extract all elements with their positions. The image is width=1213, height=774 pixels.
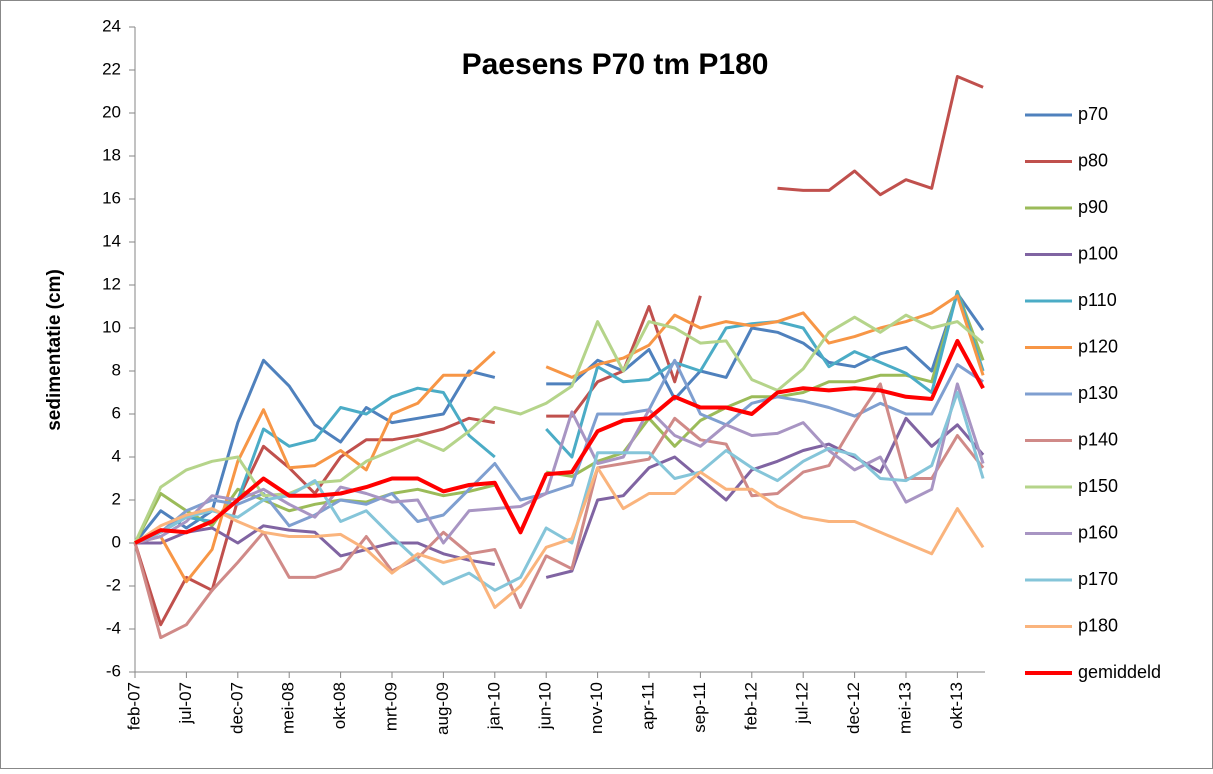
series-line — [134, 294, 985, 584]
y-tick-label: 16 — [102, 188, 121, 207]
legend-label: p170 — [1078, 569, 1118, 589]
series-line — [133, 382, 985, 640]
x-tick-label: jul-07 — [176, 682, 195, 725]
y-tick-label: 20 — [102, 102, 121, 121]
legend-label: p180 — [1078, 615, 1118, 635]
x-tick-label: feb-07 — [124, 682, 143, 730]
y-tick-label: 10 — [102, 317, 121, 336]
x-tick-label: mei-13 — [895, 682, 914, 734]
chart-title: Paesens P70 tm P180 — [462, 48, 769, 81]
y-tick-label: 4 — [112, 446, 121, 465]
x-tick-label: sep-11 — [690, 682, 709, 733]
y-tick-label: 24 — [102, 16, 121, 35]
y-tick-label: 2 — [112, 489, 121, 508]
x-tick-label: jul-12 — [793, 682, 812, 725]
series-line — [134, 466, 985, 609]
series-line — [133, 313, 985, 544]
x-tick-label: jan-10 — [484, 682, 503, 730]
y-tick-label: -2 — [106, 575, 121, 594]
y-tick-label: 8 — [112, 360, 121, 379]
legend-label: p100 — [1078, 243, 1118, 263]
legend-label: p120 — [1078, 336, 1118, 356]
x-tick-label: dec-12 — [844, 682, 863, 734]
x-tick-label: apr-11 — [638, 682, 657, 730]
y-tick-label: 14 — [102, 231, 121, 250]
x-tick-label: okt-08 — [330, 682, 349, 729]
x-tick-label: nov-10 — [587, 682, 606, 734]
x-tick-label: mei-08 — [279, 682, 298, 734]
y-axis-title: sedimentatie (cm) — [44, 269, 65, 431]
x-tick-label: okt-13 — [947, 682, 966, 729]
legend-label: p150 — [1078, 476, 1118, 496]
legend-label: p80 — [1078, 150, 1108, 170]
y-tick-label: -6 — [106, 661, 121, 680]
series-line — [134, 391, 985, 592]
x-tick-label: mrt-09 — [381, 682, 400, 731]
series-line — [133, 292, 985, 544]
legend-label: p90 — [1078, 197, 1108, 217]
legend-label: p140 — [1078, 429, 1118, 449]
series-line — [134, 358, 984, 545]
y-tick-label: 18 — [102, 145, 121, 164]
x-tick-label: jun-10 — [536, 682, 555, 730]
y-tick-label: 0 — [112, 532, 121, 551]
x-tick-label: dec-07 — [227, 682, 246, 734]
legend-label: p110 — [1078, 290, 1117, 310]
x-tick-label: feb-12 — [741, 682, 760, 730]
y-tick-label: -4 — [106, 618, 121, 637]
y-tick-label: 6 — [112, 403, 121, 422]
legend-label: p70 — [1078, 104, 1108, 124]
y-tick-label: 22 — [102, 59, 121, 78]
legend-label: p130 — [1078, 383, 1118, 403]
x-tick-label: aug-09 — [433, 682, 452, 735]
legend-label: gemiddeld — [1078, 662, 1161, 682]
legend-label: p160 — [1078, 522, 1118, 542]
series-line — [134, 338, 985, 545]
y-tick-label: 12 — [102, 274, 121, 293]
